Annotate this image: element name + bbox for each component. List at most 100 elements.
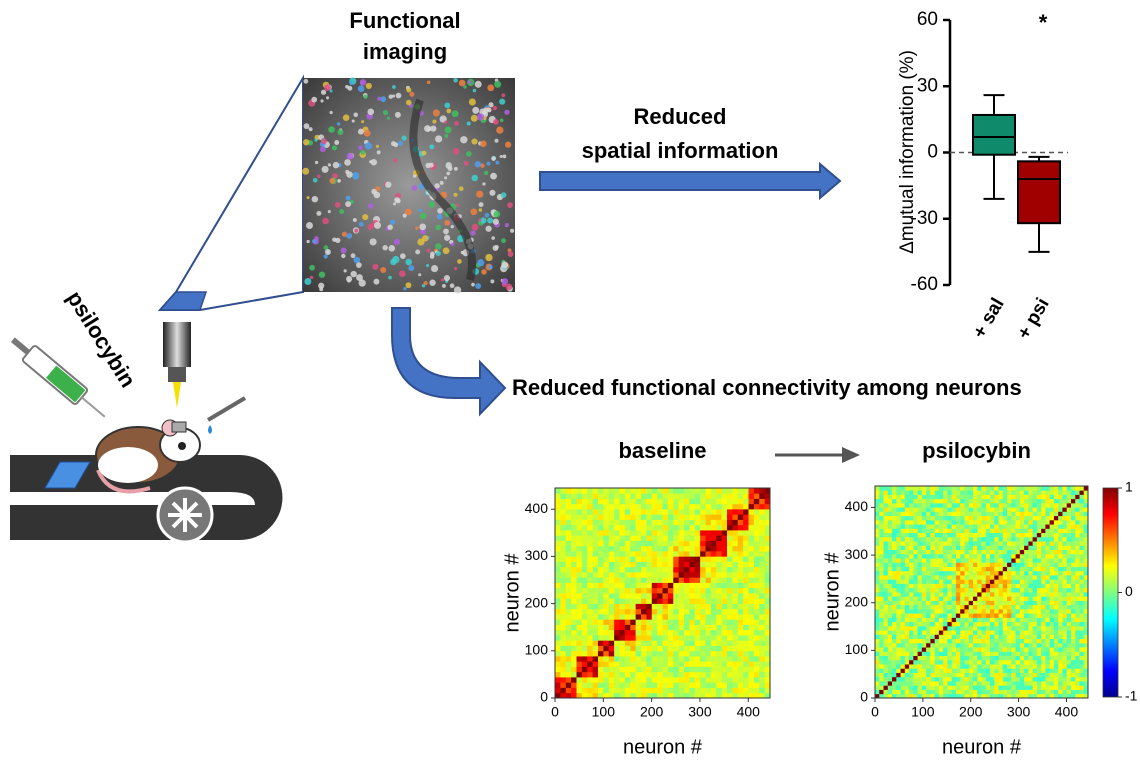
heatmap-cell (939, 507, 944, 512)
heatmap-cell (743, 646, 749, 652)
cell (429, 280, 435, 286)
heatmap-cell (754, 656, 760, 662)
heatmap-cell (749, 682, 755, 688)
heatmap-cell (689, 551, 695, 557)
heatmap-cell (749, 577, 755, 583)
cell (347, 279, 350, 282)
heatmap-cell (577, 672, 583, 678)
heatmap-cell (759, 593, 765, 599)
heatmap-cell (922, 503, 927, 508)
heatmap-cell (884, 592, 889, 597)
heatmap-cell (657, 509, 663, 515)
x-tick-label: 100 (911, 704, 935, 720)
heatmap-cell (913, 588, 918, 593)
heatmap-cell (1033, 579, 1038, 584)
heatmap-cell (990, 681, 995, 686)
heatmap-cell (700, 509, 706, 515)
heatmap-cell (587, 667, 593, 673)
heatmap-cell (999, 656, 1004, 661)
heatmap-cell (909, 499, 914, 504)
heatmap-cell (571, 488, 577, 494)
heatmap-cell (711, 520, 717, 526)
heatmap-cell (930, 541, 935, 546)
heatmap-cell (875, 613, 880, 618)
heatmap-cell (603, 493, 609, 499)
heatmap-cell (952, 520, 957, 525)
heatmap-cell (636, 509, 642, 515)
heatmap-cell (1016, 630, 1021, 635)
heatmap-cell (1003, 575, 1008, 580)
heatmap-cell (947, 516, 952, 521)
heatmap-cell (956, 647, 961, 652)
heatmap-cell (1045, 562, 1050, 567)
heatmap-cell (1075, 567, 1080, 572)
heatmap-cell (1033, 690, 1038, 695)
heatmap-cell (620, 635, 626, 641)
heatmap-cell (969, 584, 974, 589)
heatmap-cell (1011, 588, 1016, 593)
heatmap-cell (1071, 533, 1076, 538)
heatmap-cell (603, 572, 609, 578)
heatmap-cell (620, 646, 626, 652)
heatmap-cell (994, 516, 999, 521)
heatmap-cell (646, 493, 652, 499)
cell (456, 204, 459, 207)
heatmap-cell (1020, 537, 1025, 542)
heatmap-cell (977, 571, 982, 576)
heatmap-cell (909, 528, 914, 533)
heatmap-cell (896, 588, 901, 593)
heatmap-cell (999, 622, 1004, 627)
heatmap-cell (964, 503, 969, 508)
heatmap-cell (947, 685, 952, 690)
heatmap-cell (743, 682, 749, 688)
heatmap-cell (977, 685, 982, 690)
heatmap-cell (609, 640, 615, 646)
heatmap-cell (706, 651, 712, 657)
heatmap-cell (1041, 511, 1046, 516)
heatmap-cell (879, 503, 884, 508)
heatmap-cell (982, 677, 987, 682)
heatmap-cell (759, 514, 765, 520)
heatmap-cell (1028, 617, 1033, 622)
heatmap-cell (652, 672, 658, 678)
heatmap-cell (892, 626, 897, 631)
heatmap-cell (922, 639, 927, 644)
heatmap-cell (909, 668, 914, 673)
heatmap-cell (652, 556, 658, 562)
heatmap-cell (577, 583, 583, 589)
drug-label: psilocybin (62, 286, 141, 392)
heatmap-cell (1041, 605, 1046, 610)
heatmap-cell (1041, 567, 1046, 572)
heatmap-cell (1003, 486, 1008, 491)
heatmap-cell (1007, 490, 1012, 495)
heatmap-cell (999, 626, 1004, 631)
heatmap-cell (732, 630, 738, 636)
heatmap-cell (1041, 499, 1046, 504)
heatmap-cell (625, 667, 631, 673)
heatmap-cell (684, 541, 690, 547)
heatmap-cell (754, 640, 760, 646)
heatmap-cell (926, 541, 931, 546)
heatmap-cell (964, 511, 969, 516)
heatmap-cell (652, 625, 658, 631)
heatmap-cell (609, 614, 615, 620)
heatmap-cell (652, 525, 658, 531)
heatmap-cell (1058, 681, 1063, 686)
heatmap-cell (990, 626, 995, 631)
heatmap-cell (684, 525, 690, 531)
heatmap-cell (1003, 588, 1008, 593)
heatmap-cell (943, 668, 948, 673)
heatmap-cell (1079, 524, 1084, 529)
cell (376, 145, 379, 148)
heatmap-cell (555, 577, 561, 583)
heatmap-cell (641, 656, 647, 662)
heatmap-cell (884, 550, 889, 555)
heatmap-cell (905, 520, 910, 525)
heatmap-cell (1071, 664, 1076, 669)
heatmap-cell (926, 520, 931, 525)
y-tick-label: 200 (845, 593, 869, 609)
heatmap-cell (582, 530, 588, 536)
heatmap-cell (689, 609, 695, 615)
heatmap-cell (630, 646, 636, 652)
heatmap-cell (999, 651, 1004, 656)
